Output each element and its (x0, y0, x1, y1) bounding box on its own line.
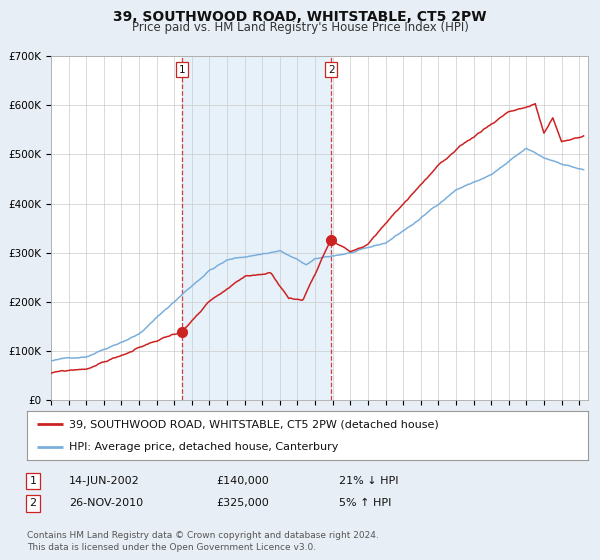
Text: 1: 1 (179, 64, 185, 74)
Text: 2: 2 (328, 64, 334, 74)
Text: £325,000: £325,000 (216, 498, 269, 508)
Text: £140,000: £140,000 (216, 476, 269, 486)
Text: Price paid vs. HM Land Registry's House Price Index (HPI): Price paid vs. HM Land Registry's House … (131, 21, 469, 34)
Text: 14-JUN-2002: 14-JUN-2002 (69, 476, 140, 486)
Bar (182, 56, 331, 400)
Text: 39, SOUTHWOOD ROAD, WHITSTABLE, CT5 2PW: 39, SOUTHWOOD ROAD, WHITSTABLE, CT5 2PW (113, 10, 487, 24)
Text: 5% ↑ HPI: 5% ↑ HPI (339, 498, 391, 508)
Text: 39, SOUTHWOOD ROAD, WHITSTABLE, CT5 2PW (detached house): 39, SOUTHWOOD ROAD, WHITSTABLE, CT5 2PW … (69, 419, 439, 430)
Text: 1: 1 (29, 476, 37, 486)
Text: 26-NOV-2010: 26-NOV-2010 (69, 498, 143, 508)
Text: 21% ↓ HPI: 21% ↓ HPI (339, 476, 398, 486)
Text: Contains HM Land Registry data © Crown copyright and database right 2024.
This d: Contains HM Land Registry data © Crown c… (27, 531, 379, 552)
Text: 2: 2 (29, 498, 37, 508)
Text: HPI: Average price, detached house, Canterbury: HPI: Average price, detached house, Cant… (69, 442, 338, 452)
